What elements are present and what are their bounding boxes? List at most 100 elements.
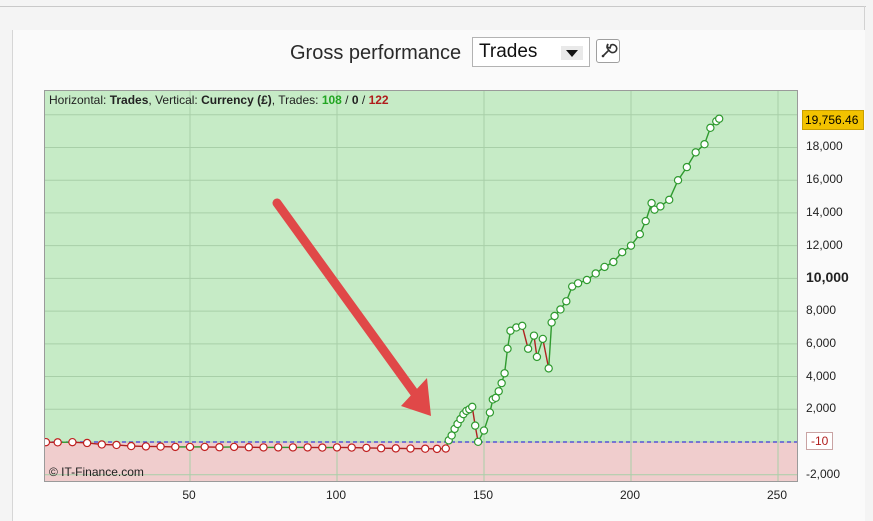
legend-vertical-label: , Vertical: xyxy=(148,93,202,107)
y-tick-label: 12,000 xyxy=(806,237,843,252)
chart-settings-button[interactable] xyxy=(596,39,620,63)
trade-point xyxy=(656,202,665,211)
trade-point xyxy=(573,279,583,288)
trade-point xyxy=(665,195,674,205)
trade-point xyxy=(494,387,503,396)
trade-point xyxy=(635,229,645,239)
trade-point xyxy=(550,311,559,321)
trade-point xyxy=(582,275,592,285)
trade-point xyxy=(45,437,51,447)
trade-point xyxy=(288,443,298,452)
trade-point xyxy=(473,437,483,447)
legend-sep-1: / xyxy=(341,93,352,107)
y-tick-label: 10,000 xyxy=(806,269,849,286)
trade-point xyxy=(432,444,442,454)
trade-point xyxy=(347,443,356,452)
profit-zone xyxy=(45,91,797,442)
zero-line-badge: -10 xyxy=(806,432,834,450)
trade-point xyxy=(185,442,195,452)
trade-point xyxy=(53,438,62,447)
trade-point xyxy=(421,444,430,453)
top-divider xyxy=(0,6,866,7)
trade-point xyxy=(97,440,107,449)
trade-point xyxy=(532,352,542,362)
trade-point xyxy=(126,441,136,451)
trade-point xyxy=(141,442,151,451)
trade-point xyxy=(156,442,165,451)
trade-point xyxy=(617,247,627,257)
trade-point xyxy=(215,443,224,452)
annotation-arrow-shaft xyxy=(272,198,426,407)
x-tick-label: 50 xyxy=(182,488,196,502)
trade-point xyxy=(441,444,450,453)
trade-point xyxy=(609,257,618,267)
trade-point xyxy=(497,378,506,388)
y-tick-label: 18,000 xyxy=(806,139,843,154)
trade-point xyxy=(244,443,253,452)
trade-point xyxy=(479,426,489,435)
trade-point xyxy=(523,344,533,353)
trade-point xyxy=(406,444,415,453)
last-value-badge: 19,756.46 xyxy=(802,110,864,130)
y-tick-label: -2,000 xyxy=(806,466,841,481)
x-tick-label: 200 xyxy=(619,488,641,502)
trade-point xyxy=(641,216,650,226)
legend-wins-count: 108 xyxy=(321,93,342,107)
trade-point xyxy=(591,269,600,278)
x-tick-label: 100 xyxy=(325,488,347,502)
trade-point xyxy=(682,162,692,172)
y-tick-label: 14,000 xyxy=(806,204,843,219)
chart-area[interactable]: Horizontal: Trades, Vertical: Currency (… xyxy=(44,90,798,482)
trade-point xyxy=(706,123,715,133)
legend-vertical-value: Currency (£) xyxy=(201,93,272,107)
trade-point xyxy=(200,442,209,452)
trade-point xyxy=(171,442,180,452)
chart-title: Gross performance xyxy=(290,42,462,64)
trade-point xyxy=(362,443,371,453)
y-tick-label: 4,000 xyxy=(806,368,837,383)
trade-point xyxy=(544,364,553,373)
trade-point xyxy=(626,241,636,250)
trade-point xyxy=(332,443,342,452)
trade-point xyxy=(318,443,327,452)
chevron-down-icon xyxy=(561,46,583,60)
x-tick-label: 150 xyxy=(472,488,494,502)
y-tick-label: 2,000 xyxy=(806,401,837,416)
legend-horizontal-value: Trades xyxy=(109,93,149,107)
trade-point xyxy=(556,305,565,314)
equity-segment xyxy=(547,322,553,369)
horizontal-axis-select-value: Trades xyxy=(479,41,538,62)
annotation-arrow-head xyxy=(401,378,431,416)
trade-point xyxy=(673,175,683,185)
legend-even-count: 0 xyxy=(351,93,359,107)
trade-point xyxy=(470,421,480,430)
legend-trades-label: , Trades: xyxy=(271,93,322,107)
legend-losses-count: 122 xyxy=(368,93,389,107)
trade-point xyxy=(529,331,539,340)
trade-point xyxy=(112,440,121,450)
horizontal-axis-select[interactable]: Trades xyxy=(472,37,590,67)
x-tick-label: 250 xyxy=(766,488,788,502)
trade-point xyxy=(273,443,283,452)
y-tick-label: 16,000 xyxy=(806,172,843,187)
trade-point xyxy=(503,344,512,353)
trade-point xyxy=(691,148,700,157)
trade-point xyxy=(485,408,495,417)
y-tick-label: 8,000 xyxy=(806,303,837,318)
trade-point xyxy=(562,297,571,306)
trade-point xyxy=(82,438,92,448)
chart-legend: Horizontal: Trades, Vertical: Currency (… xyxy=(49,93,389,107)
trade-point xyxy=(700,139,709,149)
equity-segment xyxy=(542,338,550,369)
trade-point xyxy=(468,402,477,412)
trade-point xyxy=(600,262,609,272)
wrench-icon xyxy=(601,43,618,58)
y-tick-label: 6,000 xyxy=(806,335,837,350)
equity-curve-chart xyxy=(45,91,797,481)
trade-point xyxy=(500,369,509,378)
trade-point xyxy=(68,437,77,447)
legend-horizontal-label: Horizontal: xyxy=(49,93,110,107)
trade-point xyxy=(259,443,268,452)
trade-point xyxy=(303,443,312,452)
legend-sep-2: / xyxy=(358,93,369,107)
